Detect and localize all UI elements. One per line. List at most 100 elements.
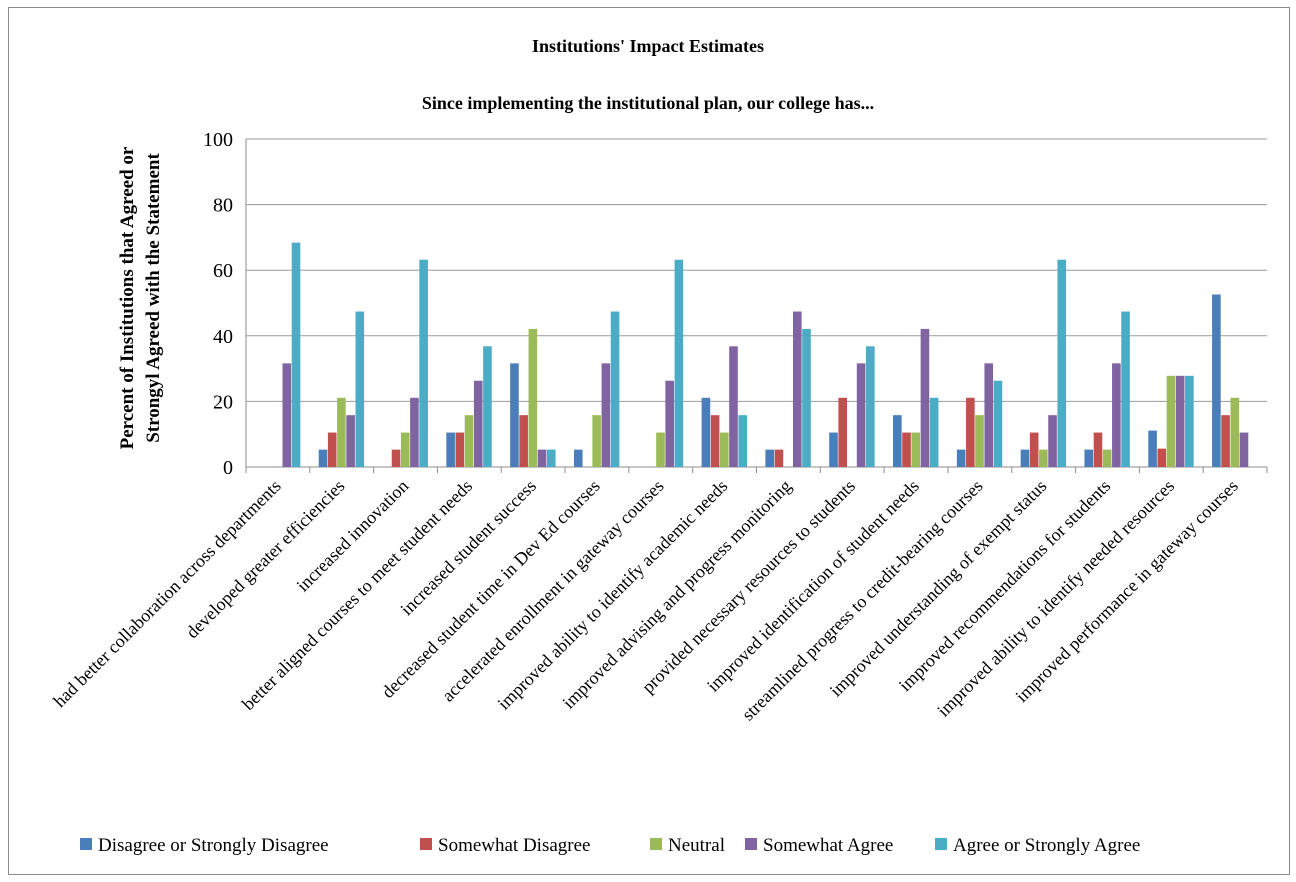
legend-swatch — [745, 838, 757, 850]
bar — [866, 346, 875, 467]
bar — [975, 415, 984, 467]
bar — [538, 450, 547, 467]
bar — [346, 415, 355, 467]
bar — [675, 260, 684, 467]
bar — [592, 415, 601, 467]
legend-label: Neutral — [668, 835, 725, 856]
chart-title: Institutions' Impact Estimates — [532, 36, 764, 56]
bar — [1212, 294, 1221, 467]
bar — [547, 450, 556, 467]
bar — [930, 398, 939, 467]
bars — [283, 243, 1249, 467]
bar — [775, 450, 784, 467]
legend-swatch — [650, 838, 662, 850]
legend-swatch — [80, 838, 92, 850]
bar — [793, 312, 802, 467]
legend-label: Somewhat Agree — [763, 835, 893, 856]
bar — [392, 450, 401, 467]
bar — [319, 450, 328, 467]
bar — [994, 381, 1003, 467]
bar — [356, 312, 365, 467]
y-tick-label: 20 — [213, 391, 233, 413]
category-label: improved ability to identify needed reso… — [933, 476, 1178, 721]
bar — [337, 398, 346, 467]
bar — [292, 243, 301, 467]
legend-label: Disagree or Strongly Disagree — [98, 835, 329, 856]
legend-label: Agree or Strongly Agree — [953, 835, 1140, 856]
bar — [1021, 450, 1030, 467]
bar — [1121, 312, 1130, 467]
category-label: streamlined progress to credit-bearing c… — [738, 476, 987, 725]
bar — [665, 381, 674, 467]
bar — [1057, 260, 1066, 467]
bar — [893, 415, 902, 467]
bar — [1221, 415, 1230, 467]
bar — [328, 433, 337, 467]
legend-label: Somewhat Disagree — [438, 835, 590, 856]
bar — [465, 415, 474, 467]
bar — [474, 381, 483, 467]
bar — [529, 329, 538, 467]
bar — [1157, 449, 1166, 467]
bar — [1084, 450, 1093, 467]
y-tick-label: 0 — [223, 457, 233, 479]
bar — [483, 346, 492, 467]
bar — [419, 260, 428, 467]
y-tick-label: 80 — [213, 195, 233, 217]
bar — [1048, 415, 1057, 467]
bar — [921, 329, 930, 467]
bar — [1176, 376, 1185, 467]
category-label: had better collaboration across departme… — [49, 476, 284, 711]
bar — [1103, 450, 1112, 467]
y-axis-label-line-2: Strongyl Agreed with the Statement — [143, 153, 164, 443]
bar — [401, 433, 410, 467]
category-label: improved performance in gateway courses — [1011, 476, 1241, 706]
bar — [702, 398, 711, 467]
bar — [519, 415, 528, 467]
bar — [611, 312, 620, 467]
bar — [729, 346, 738, 467]
bar — [984, 363, 993, 467]
bar — [510, 363, 519, 467]
y-tick-label: 100 — [203, 129, 233, 151]
legend-swatch — [935, 838, 947, 850]
bar — [911, 433, 920, 467]
bar — [857, 363, 866, 467]
bar — [1240, 433, 1249, 467]
bar — [1094, 433, 1103, 467]
legend: Disagree or Strongly Disagree Somewhat Di… — [80, 835, 1140, 856]
bar — [1112, 363, 1121, 467]
bar — [738, 415, 747, 467]
bar — [957, 450, 966, 467]
category-label: accelerated enrollment in gateway course… — [438, 476, 668, 706]
bar — [446, 433, 455, 467]
bar — [720, 433, 729, 467]
category-label: improved advising and progress monitorin… — [558, 476, 795, 713]
y-axis-label: Percent of Institutions that Agreed or S… — [117, 146, 164, 449]
bar — [283, 363, 292, 467]
bar — [574, 450, 583, 467]
category-label: better aligned courses to meet student n… — [238, 476, 476, 714]
y-tick-label: 60 — [213, 260, 233, 282]
bar — [902, 433, 911, 467]
category-label: improved ability to identify academic ne… — [494, 476, 732, 714]
bar — [966, 398, 975, 467]
bar — [1185, 376, 1194, 467]
y-tick-label: 40 — [213, 326, 233, 348]
y-tick-labels: 0 20 40 60 80 100 — [203, 129, 233, 479]
category-labels: had better collaboration across departme… — [49, 476, 1242, 725]
bar — [1167, 376, 1176, 467]
bar — [1030, 433, 1039, 467]
bar — [602, 363, 611, 467]
bar — [829, 433, 838, 467]
bar — [711, 415, 720, 467]
bar — [656, 433, 665, 467]
bar — [1230, 398, 1239, 467]
bar — [802, 329, 811, 467]
chart-subtitle: Since implementing the institutional pla… — [422, 93, 874, 113]
bar — [456, 433, 465, 467]
bar — [765, 450, 774, 467]
legend-swatch — [420, 838, 432, 850]
bar — [1148, 431, 1157, 467]
